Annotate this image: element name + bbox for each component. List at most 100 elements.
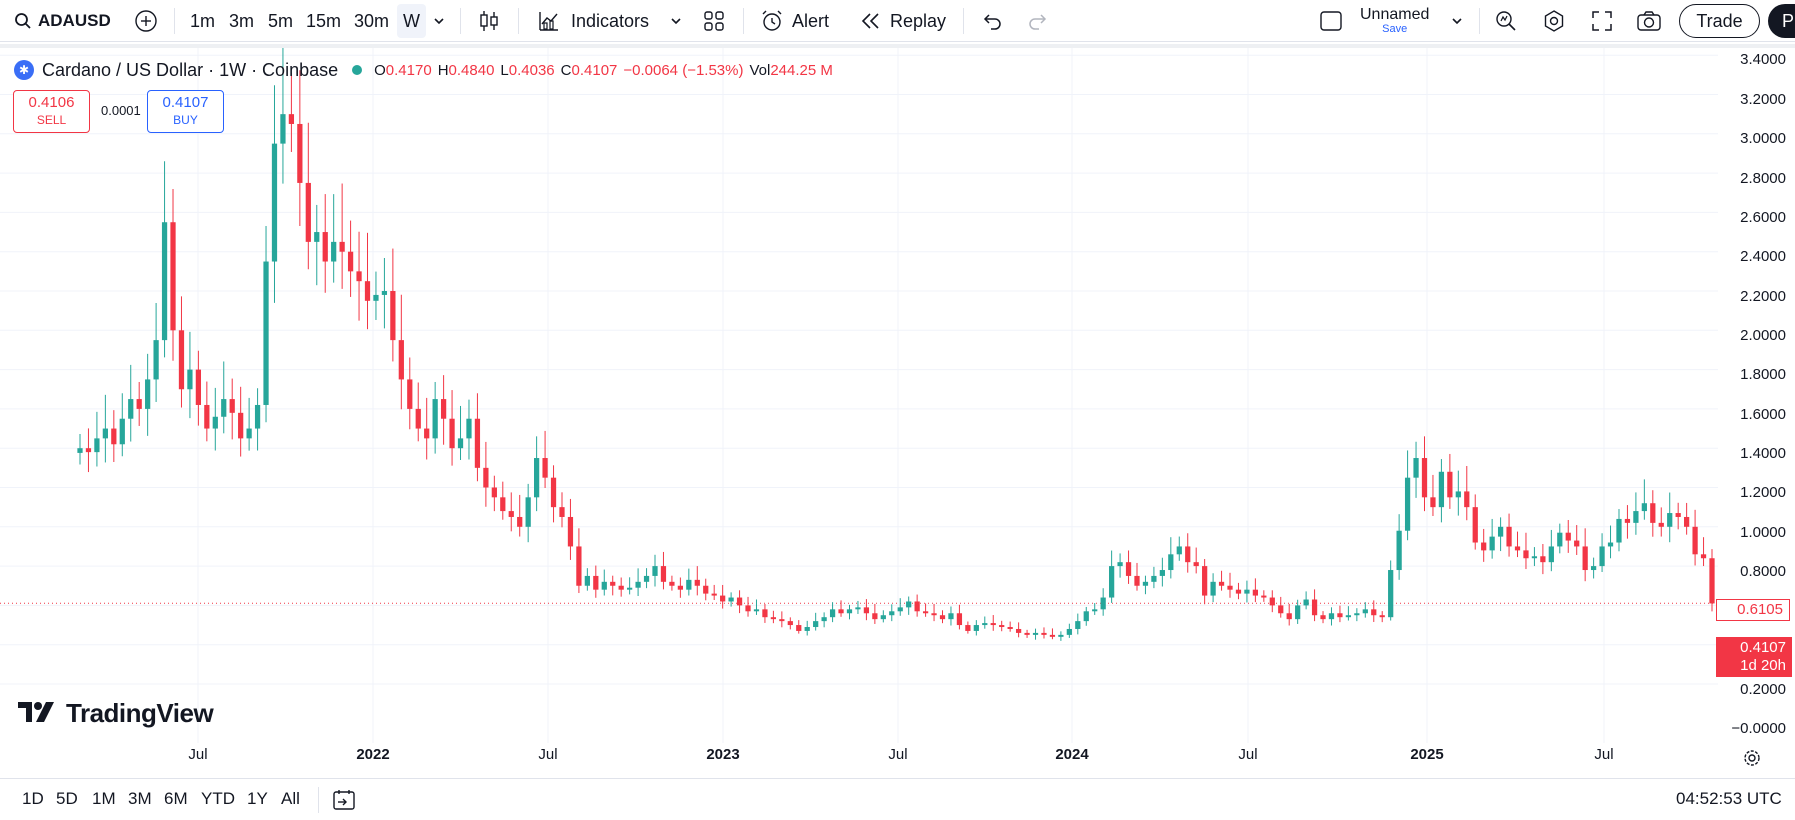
alert-label: Alert: [792, 10, 830, 31]
fullscreen-icon[interactable]: [1591, 0, 1613, 42]
candle-body: [601, 581, 607, 590]
interval-3m[interactable]: 3m: [229, 10, 255, 31]
interval-5m[interactable]: 5m: [268, 10, 294, 31]
interval-w[interactable]: W: [397, 4, 426, 38]
candle-body: [229, 399, 235, 413]
time-tick: Jul: [1238, 746, 1258, 763]
candle-body: [686, 579, 692, 590]
candle-body: [1261, 595, 1267, 598]
candle-body: [1328, 613, 1335, 620]
candle-body: [1185, 546, 1191, 563]
utc-clock[interactable]: 04:52:53 UTC: [1676, 789, 1782, 808]
layout-name-button[interactable]: Unnamed Save: [1360, 0, 1429, 42]
replay-button[interactable]: Replay: [860, 0, 946, 42]
range-all[interactable]: All: [281, 789, 300, 808]
indicators-button[interactable]: Indicators: [537, 0, 649, 42]
candle-body: [1320, 615, 1326, 620]
publish-button[interactable]: Pu: [1768, 4, 1795, 38]
range-1d[interactable]: 1D: [22, 789, 44, 808]
candle-body: [238, 412, 244, 439]
candle-body: [1202, 566, 1208, 596]
candle-body: [1675, 513, 1681, 517]
price-tick: 1.2000: [1740, 484, 1786, 501]
settings-icon[interactable]: [1542, 0, 1566, 42]
price-tick: 3.4000: [1740, 51, 1786, 68]
candle-body: [1658, 522, 1664, 527]
last-price-label: 0.4107 1d 20h: [1716, 637, 1792, 677]
candle-body: [407, 379, 413, 409]
candle-body: [1590, 566, 1597, 571]
templates-icon[interactable]: [703, 0, 725, 42]
range-5d[interactable]: 5D: [56, 789, 78, 808]
candle-body: [1345, 615, 1352, 618]
alarm-clock-icon: [760, 9, 784, 33]
redo-icon[interactable]: [1027, 0, 1049, 42]
candle-body: [787, 621, 793, 626]
candle-body: [119, 418, 125, 445]
camera-icon[interactable]: [1636, 0, 1662, 42]
buy-button[interactable]: 0.4107 BUY: [147, 90, 224, 133]
chevron-down-icon[interactable]: [433, 0, 445, 42]
price-tick: 0.2000: [1740, 681, 1786, 698]
candle-body: [1032, 632, 1039, 635]
change-value: −0.0064 (−1.53%): [623, 61, 744, 79]
range-ytd[interactable]: YTD: [201, 789, 235, 808]
undo-icon[interactable]: [981, 0, 1003, 42]
bar-countdown: 1d 20h: [1740, 657, 1786, 674]
candle-body: [618, 585, 624, 590]
candle-body: [1514, 546, 1521, 551]
candle-body: [660, 566, 667, 582]
price-tick: 2.8000: [1740, 170, 1786, 187]
interval-30m[interactable]: 30m: [354, 10, 390, 31]
candle-body: [1193, 562, 1199, 567]
alert-button[interactable]: Alert: [760, 0, 829, 42]
time-tick-year: 2024: [1055, 746, 1089, 763]
candle-body: [1210, 581, 1216, 596]
range-6m[interactable]: 6M: [164, 789, 188, 808]
candle-body: [897, 607, 903, 612]
symbol-title[interactable]: Cardano / US Dollar · 1W · Coinbase: [42, 59, 339, 80]
chevron-down-icon[interactable]: [1451, 0, 1463, 42]
candles-icon[interactable]: [478, 0, 500, 42]
axis-settings-icon[interactable]: [1742, 748, 1762, 773]
time-tick: Jul: [1594, 746, 1614, 763]
candle-body: [297, 123, 303, 183]
interval-1m[interactable]: 1m: [190, 10, 216, 31]
rewind-icon: [860, 11, 882, 31]
range-1y[interactable]: 1Y: [247, 789, 268, 808]
candle-body: [1557, 532, 1563, 547]
tradingview-watermark[interactable]: TradingView: [18, 698, 214, 728]
candle-body: [305, 182, 311, 242]
candle-body: [542, 458, 548, 478]
layout-name: Unnamed: [1360, 6, 1430, 23]
price-tick: 1.6000: [1740, 406, 1786, 423]
candle-body: [263, 261, 269, 405]
candle-body: [982, 623, 988, 626]
trade-button[interactable]: Trade: [1679, 4, 1760, 38]
price-tick: 0.8000: [1740, 563, 1786, 580]
candle-body: [1007, 627, 1013, 629]
symbol-search[interactable]: ADAUSD: [14, 0, 111, 42]
price-chart[interactable]: [0, 48, 1795, 776]
quick-search-icon[interactable]: [1494, 0, 1518, 42]
sell-button[interactable]: 0.4106 SELL: [13, 90, 90, 133]
goto-date-icon[interactable]: [332, 788, 356, 817]
add-symbol-icon[interactable]: [134, 0, 158, 42]
candle-body: [1523, 550, 1529, 559]
candle-body: [846, 609, 853, 614]
candle-body: [1388, 570, 1394, 618]
candles: [77, 48, 1715, 641]
range-3m[interactable]: 3M: [128, 789, 152, 808]
candle-body: [965, 625, 971, 631]
interval-15m[interactable]: 15m: [306, 10, 342, 31]
layout-square-icon[interactable]: [1319, 0, 1343, 42]
candle-body: [1497, 526, 1504, 537]
candle-body: [1574, 540, 1580, 547]
candle-body: [1117, 562, 1123, 567]
candle-body: [483, 467, 489, 488]
candle-body: [1134, 575, 1140, 586]
candle-body: [1083, 611, 1089, 622]
range-1m[interactable]: 1M: [92, 789, 116, 808]
chevron-down-icon[interactable]: [670, 0, 682, 42]
candle-body: [1295, 605, 1301, 620]
